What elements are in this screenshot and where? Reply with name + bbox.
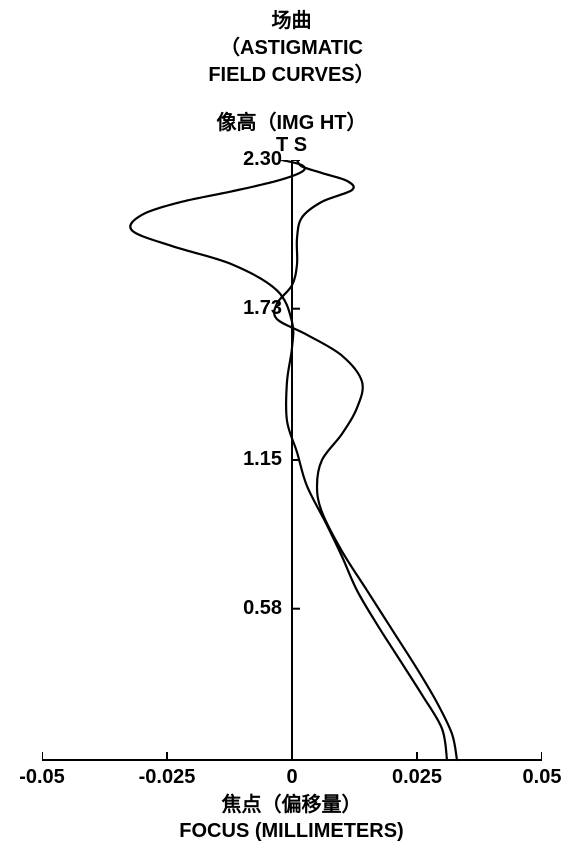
axis-tick-label: 1.73 (243, 297, 282, 320)
title-line1: 场曲 (0, 8, 583, 35)
subtitle-text: 像高（IMG HT） (217, 112, 367, 134)
title-line3: FIELD CURVES） (0, 62, 583, 89)
axis-tick-label: 0.05 (523, 766, 562, 789)
axis-tick-label: 0.58 (243, 597, 282, 620)
xlabel-line2: FOCUS (MILLIMETERS) (0, 818, 583, 844)
axis-tick-label: 0 (286, 766, 297, 789)
title-line2: （ASTIGMATIC (0, 35, 583, 62)
axis-tick-label: 1.15 (243, 448, 282, 471)
axis-tick-label: -0.025 (139, 766, 196, 789)
xlabel-line1: 焦点（偏移量） (0, 792, 583, 818)
y-axis-title: 像高（IMG HT） (0, 106, 583, 135)
axis-tick-label: 0.025 (392, 766, 442, 789)
series-labels: T S (0, 134, 583, 157)
axis-tick-label: 2.30 (243, 148, 282, 171)
chart-container: 场曲 （ASTIGMATIC FIELD CURVES） 像高（IMG HT） … (0, 0, 583, 866)
axis-tick-label: -0.05 (19, 766, 65, 789)
plot-area (42, 160, 542, 780)
x-axis-title: 焦点（偏移量） FOCUS (MILLIMETERS) (0, 792, 583, 844)
chart-title: 场曲 （ASTIGMATIC FIELD CURVES） (0, 8, 583, 89)
